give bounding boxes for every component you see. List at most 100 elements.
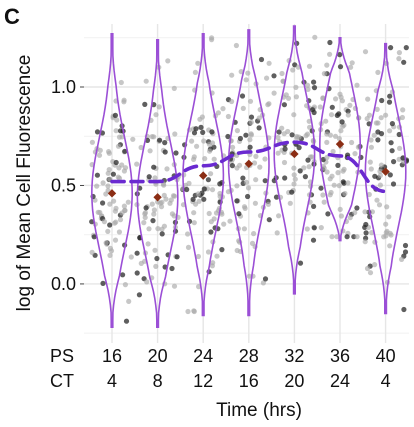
data-point: [195, 253, 201, 260]
data-point: [142, 210, 148, 216]
data-point: [95, 209, 101, 215]
data-point: [297, 168, 303, 174]
data-point: [401, 59, 407, 65]
data-point: [120, 272, 126, 278]
data-point: [368, 137, 374, 143]
data-point: [354, 205, 360, 211]
data-point: [110, 171, 116, 177]
data-point: [193, 201, 199, 207]
data-point: [329, 104, 335, 110]
data-point: [209, 129, 215, 135]
data-point: [205, 249, 212, 255]
data-point: [142, 101, 148, 107]
data-point: [247, 137, 253, 143]
data-point: [186, 180, 192, 186]
data-point: [251, 231, 257, 237]
data-point: [324, 169, 330, 175]
data-point: [122, 207, 128, 213]
violin-16: [90, 33, 134, 328]
data-point: [399, 114, 405, 121]
data-point: [317, 104, 323, 110]
data-point: [168, 197, 174, 203]
data-point: [245, 193, 251, 200]
data-point: [291, 181, 297, 187]
data-point: [330, 148, 336, 155]
data-point: [100, 280, 106, 286]
data-point: [234, 183, 240, 189]
data-point: [172, 131, 178, 137]
data-point: [345, 180, 351, 186]
y-tick-label: 0.0: [51, 274, 76, 294]
data-point: [221, 221, 227, 227]
data-point: [335, 162, 341, 168]
data-point: [242, 205, 248, 211]
data-point: [206, 210, 212, 217]
data-point: [312, 34, 318, 40]
data-point: [279, 125, 285, 131]
data-point: [94, 172, 100, 178]
data-point: [293, 84, 299, 90]
data-point: [151, 164, 157, 170]
data-point: [378, 162, 384, 168]
mean-marker-28: [244, 159, 253, 169]
x-tick-label-ps: 24: [193, 346, 213, 366]
data-point: [147, 148, 153, 154]
data-point: [354, 234, 360, 240]
data-point: [311, 225, 317, 231]
data-point: [339, 119, 345, 125]
data-point: [201, 196, 207, 202]
data-point: [146, 174, 152, 180]
data-point: [282, 175, 288, 181]
data-point: [391, 159, 397, 165]
data-point: [402, 249, 409, 255]
x-axis-label: Time (hrs): [216, 400, 302, 421]
data-point: [336, 136, 342, 142]
mean-marker-16: [107, 189, 117, 198]
data-point: [149, 201, 155, 207]
data-point: [165, 58, 171, 64]
violin-20: [136, 39, 179, 328]
data-point: [150, 218, 156, 224]
data-point: [243, 132, 249, 138]
data-point: [94, 183, 100, 189]
data-point: [111, 198, 117, 204]
data-point: [240, 175, 246, 181]
data-point: [237, 162, 243, 168]
x-tick-label-ct: 4: [107, 371, 117, 391]
data-point: [264, 75, 270, 81]
y-axis-ticks: 0.0 0.5 1.0: [51, 77, 84, 294]
data-point: [306, 118, 312, 124]
data-point: [296, 145, 302, 151]
data-point: [151, 134, 157, 140]
data-point: [320, 192, 326, 198]
data-point: [396, 131, 402, 138]
data-point: [144, 279, 150, 285]
data-point: [134, 250, 140, 256]
data-point: [342, 190, 348, 197]
data-point: [399, 256, 405, 262]
data-point: [266, 60, 272, 66]
data-point: [318, 225, 324, 231]
data-point: [365, 96, 371, 102]
data-point: [354, 82, 360, 88]
data-point: [151, 207, 157, 213]
data-point: [234, 128, 240, 134]
data-point: [281, 102, 287, 108]
mean-marker-36: [335, 139, 345, 149]
data-point: [383, 233, 389, 239]
data-point: [301, 165, 307, 171]
data-point: [262, 178, 268, 184]
data-point: [234, 198, 240, 204]
data-point: [383, 112, 389, 118]
x-row-name-ct: CT: [50, 371, 74, 391]
x-row-name-ps: PS: [50, 346, 74, 366]
data-point: [246, 273, 252, 279]
data-point: [291, 165, 297, 171]
violins: [90, 25, 407, 328]
data-point: [209, 140, 216, 146]
data-point: [105, 183, 111, 189]
data-point: [347, 215, 353, 221]
data-point: [262, 156, 268, 162]
data-point: [374, 197, 380, 203]
data-point: [162, 140, 168, 146]
